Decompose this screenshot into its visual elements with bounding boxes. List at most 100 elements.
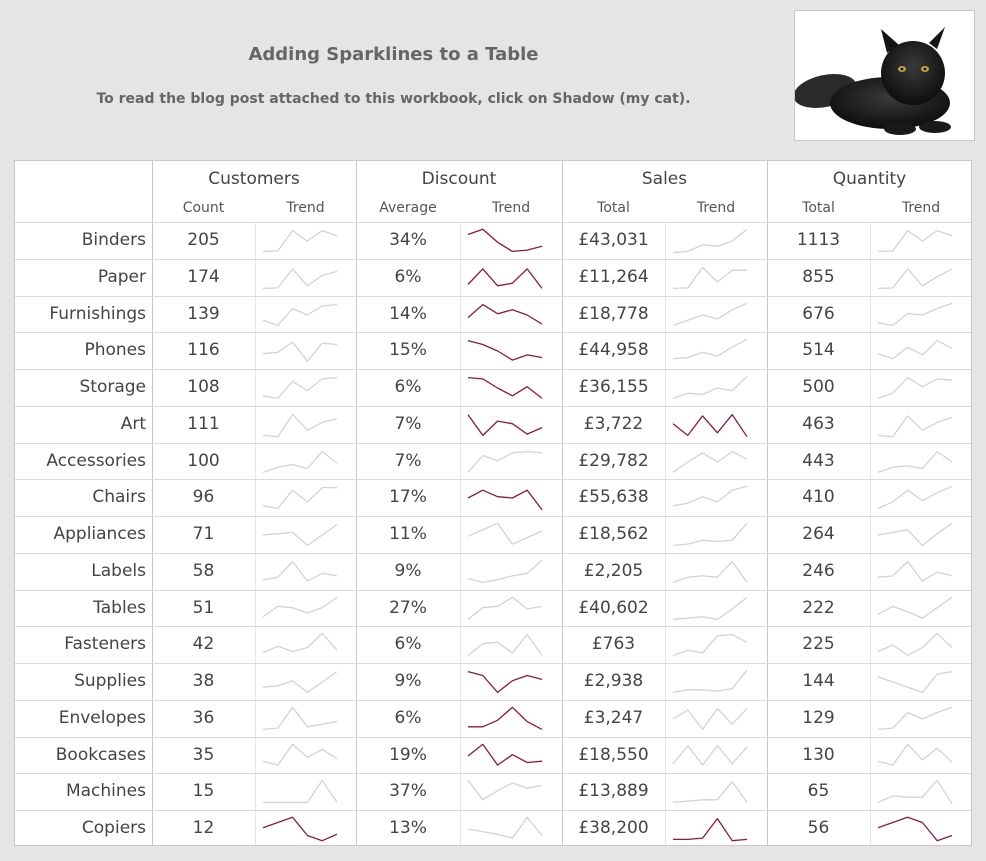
sparkline-path bbox=[672, 634, 748, 657]
table-row: Envelopes 36 6% £3,247 129 bbox=[15, 699, 971, 736]
row-divider bbox=[15, 663, 971, 664]
table-row: Fasteners 42 6% £763 225 bbox=[15, 626, 971, 662]
col-divider bbox=[665, 222, 666, 845]
sparkline-path bbox=[672, 596, 748, 620]
sparkline-path bbox=[877, 450, 953, 473]
discount-sparkline bbox=[467, 450, 543, 473]
row-divider bbox=[15, 589, 971, 591]
sales-sparkline bbox=[672, 634, 748, 657]
customers-value: 36 bbox=[192, 707, 215, 728]
customers-value: 205 bbox=[187, 230, 220, 250]
quantity-value: 144 bbox=[802, 671, 835, 691]
sales-value: £3,247 bbox=[583, 707, 644, 728]
subheader-trend: Trend bbox=[901, 200, 941, 216]
row-divider bbox=[15, 332, 971, 334]
sparkline-path bbox=[672, 375, 748, 400]
sales-sparkline bbox=[672, 781, 748, 804]
row-label: Appliances bbox=[53, 524, 146, 544]
sparkline-path bbox=[467, 413, 543, 436]
header-quantity: Quantity bbox=[832, 169, 907, 189]
discount-sparkline bbox=[467, 670, 543, 694]
quantity-sparkline bbox=[877, 485, 953, 510]
page-title: Adding Sparklines to a Table bbox=[248, 44, 539, 65]
subheader-total: Total bbox=[802, 200, 835, 216]
sparkline-path bbox=[672, 266, 747, 289]
quantity-sparkline bbox=[877, 302, 953, 326]
sparkline-path bbox=[673, 817, 748, 842]
customers-sparkline bbox=[262, 596, 338, 617]
customers-sparkline bbox=[262, 376, 338, 400]
sparkline-path bbox=[467, 303, 543, 325]
row-divider bbox=[15, 295, 971, 297]
sparkline-path bbox=[672, 413, 748, 437]
discount-value: 15% bbox=[389, 340, 427, 361]
col-divider bbox=[562, 161, 563, 845]
quantity-value: 65 bbox=[807, 781, 830, 802]
discount-value: 6% bbox=[394, 266, 422, 287]
table-row: Machines 15 37% £13,889 65 bbox=[15, 773, 971, 809]
subheader-trend: Trend bbox=[696, 200, 736, 216]
customers-value: 15 bbox=[192, 781, 215, 802]
sparkline-path bbox=[467, 559, 543, 583]
quantity-value: 410 bbox=[802, 487, 835, 508]
sparkline-path bbox=[877, 560, 953, 582]
quantity-sparkline bbox=[877, 376, 953, 400]
customers-value: 100 bbox=[187, 450, 220, 471]
sparkline-path bbox=[877, 816, 953, 842]
page-subtitle: To read the blog post attached to this w… bbox=[96, 91, 691, 107]
subheader-count: Count bbox=[182, 200, 225, 216]
customers-value: 111 bbox=[187, 413, 220, 434]
sparkline-path bbox=[877, 706, 953, 730]
sparkline-path bbox=[877, 268, 953, 289]
discount-sparkline bbox=[467, 376, 543, 399]
sparkline-path bbox=[672, 302, 748, 326]
col-divider bbox=[460, 222, 461, 845]
sparkline-path bbox=[467, 340, 543, 362]
customers-sparkline bbox=[262, 450, 338, 473]
quantity-sparkline bbox=[877, 522, 953, 547]
sparkline-path bbox=[262, 450, 338, 473]
sparkline-path bbox=[672, 669, 748, 694]
row-label: Supplies bbox=[74, 671, 146, 691]
sparkline-path bbox=[467, 228, 543, 253]
sales-value: £11,264 bbox=[578, 266, 649, 287]
sparkline-path bbox=[672, 522, 748, 547]
header-sales: Sales bbox=[641, 169, 688, 189]
sparkline-path bbox=[672, 707, 748, 730]
header-divider bbox=[15, 222, 971, 223]
sparkline-path bbox=[262, 487, 337, 510]
sparkline-path bbox=[467, 634, 543, 657]
sales-value: £18,550 bbox=[578, 744, 649, 765]
sales-sparkline bbox=[672, 375, 748, 400]
discount-value: 9% bbox=[394, 671, 422, 691]
table-row: Bookcases 35 19% £18,550 130 bbox=[15, 736, 971, 773]
sales-sparkline bbox=[672, 450, 748, 473]
customers-sparkline bbox=[262, 524, 338, 547]
row-label: Art bbox=[120, 413, 146, 434]
subheader-total: Total bbox=[597, 200, 630, 216]
customers-value: 12 bbox=[192, 818, 215, 838]
sparkline-path bbox=[467, 376, 543, 399]
discount-value: 6% bbox=[394, 707, 422, 728]
sparkline-path bbox=[262, 671, 338, 694]
discount-value: 13% bbox=[389, 818, 427, 838]
quantity-sparkline bbox=[877, 268, 953, 289]
sparkline-path bbox=[262, 413, 338, 438]
discount-value: 14% bbox=[389, 303, 427, 324]
sparkline-path bbox=[263, 779, 338, 804]
quantity-value: 130 bbox=[802, 744, 835, 765]
quantity-value: 443 bbox=[802, 450, 835, 471]
sparkline-path bbox=[672, 560, 748, 583]
customers-value: 139 bbox=[187, 303, 220, 324]
row-label: Phones bbox=[84, 340, 146, 361]
sales-value: £2,205 bbox=[583, 560, 644, 581]
discount-sparkline bbox=[467, 634, 543, 657]
subheader-trend: Trend bbox=[286, 200, 325, 216]
quantity-value: 1113 bbox=[796, 230, 841, 250]
sparkline-path bbox=[467, 780, 543, 801]
cat-photo-link[interactable] bbox=[794, 10, 975, 141]
table-row: Accessories 100 7% £29,782 443 bbox=[15, 442, 971, 479]
sparkline-path bbox=[877, 415, 953, 438]
discount-sparkline bbox=[467, 522, 543, 545]
table-row: Storage 108 6% £36,155 500 bbox=[15, 369, 971, 405]
